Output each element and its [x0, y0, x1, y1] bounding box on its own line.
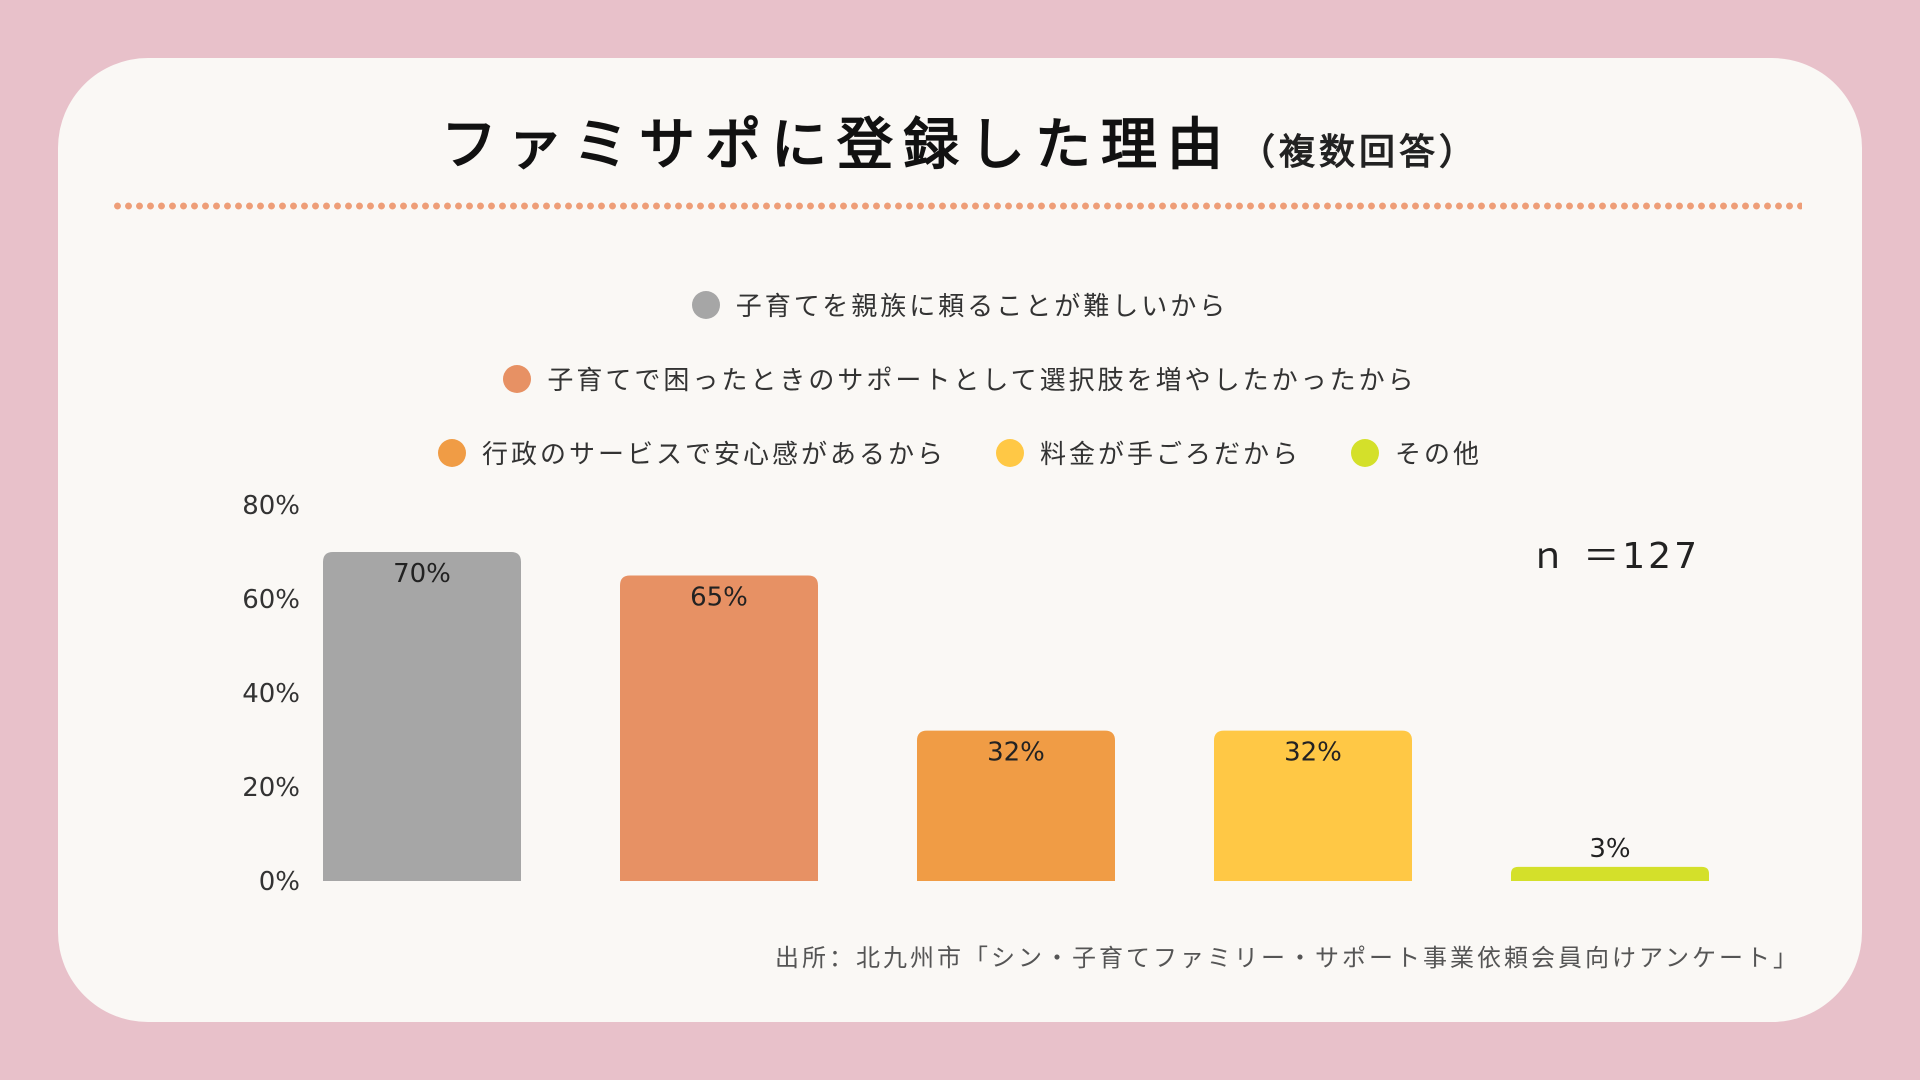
legend-swatch-2	[503, 364, 532, 393]
legend-label-3: 行政のサービスで安心感があるから	[481, 440, 946, 470]
sample-size-label: ｎ ＝127	[1530, 536, 1700, 577]
legend-row-2: 子育てで困ったときのサポートとして選択肢を増やしたかったから	[0, 360, 1920, 397]
legend-label-4: 料金が手ごろだから	[1039, 440, 1301, 470]
legend-swatch-1	[691, 290, 720, 319]
bar-value-label: 70%	[393, 559, 451, 589]
dotted-divider	[112, 202, 1802, 210]
source-note: 出所：北九州市「シン・子育てファミリー・サポート事業依頼会員向けアンケート」	[774, 944, 1800, 972]
legend-item-5: その他	[1351, 434, 1482, 471]
y-tick-label: 0%	[259, 867, 300, 897]
y-tick-label: 80%	[242, 491, 300, 521]
legend-swatch-3	[437, 438, 466, 467]
bar-value-label: 3%	[1589, 834, 1630, 864]
bar	[620, 575, 818, 881]
legend-label-2: 子育てで困ったときのサポートとして選択肢を増やしたかったから	[547, 366, 1417, 396]
bar	[1214, 730, 1412, 881]
chart-title: ファミサポに登録した理由	[440, 113, 1233, 178]
legend-item-1: 子育てを親族に頼ることが難しいから	[691, 286, 1229, 323]
title-row: ファミサポに登録した理由 （複数回答）	[0, 100, 1920, 181]
y-tick-label: 20%	[242, 773, 300, 803]
legend-item-2: 子育てで困ったときのサポートとして選択肢を増やしたかったから	[503, 360, 1416, 397]
bar	[323, 552, 521, 881]
legend-item-4: 料金が手ごろだから	[995, 434, 1301, 471]
y-tick-label: 40%	[242, 679, 300, 709]
legend-item-3: 行政のサービスで安心感があるから	[437, 434, 946, 471]
legend-swatch-5	[1351, 438, 1379, 467]
y-tick-label: 60%	[242, 585, 300, 615]
chart-subtitle: （複数回答）	[1238, 132, 1479, 173]
bar-value-label: 65%	[690, 583, 748, 613]
legend-swatch-4	[995, 438, 1024, 467]
bar	[1511, 866, 1709, 881]
legend-row-3: 行政のサービスで安心感があるから 料金が手ごろだから その他	[0, 434, 1920, 471]
legend-label-5: その他	[1395, 440, 1483, 470]
legend-row-1: 子育てを親族に頼ることが難しいから	[0, 286, 1920, 323]
legend-label-1: 子育てを親族に頼ることが難しいから	[735, 292, 1229, 322]
bar	[917, 730, 1115, 881]
bar-value-label: 32%	[1284, 738, 1342, 768]
bar-value-label: 32%	[987, 738, 1045, 768]
